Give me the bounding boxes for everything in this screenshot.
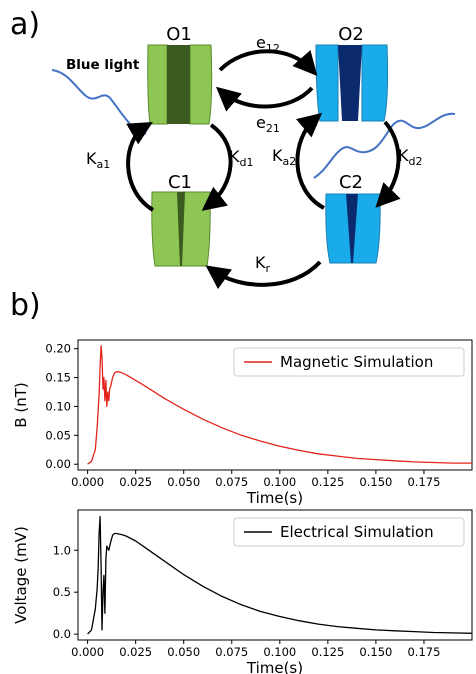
legend-box bbox=[233, 347, 465, 377]
x-tick-label: 0.150 bbox=[359, 645, 392, 659]
blue-light-ray-left bbox=[51, 69, 147, 135]
x-tick-label: 0.150 bbox=[359, 475, 392, 489]
panel-label-a: a) bbox=[10, 7, 40, 42]
rate-label-ka2: Ka2 bbox=[272, 146, 296, 168]
plot-frame bbox=[77, 339, 473, 471]
y-tick-label: 0.05 bbox=[45, 428, 71, 442]
x-tick-label: 0.075 bbox=[215, 475, 248, 489]
x-tick-label: 0.075 bbox=[215, 645, 248, 659]
arrow-o2-to-o1 bbox=[215, 86, 314, 112]
x-axis-label: Time(s) bbox=[246, 489, 303, 505]
x-tick-label: 0.050 bbox=[167, 645, 200, 659]
y-tick-label: 0.00 bbox=[45, 457, 71, 471]
y-tick-label: 0.10 bbox=[45, 399, 71, 413]
panel-label-b: b) bbox=[10, 288, 41, 323]
arrow-o1-to-c1 bbox=[201, 123, 233, 211]
rate-label-kd2: Kd2 bbox=[398, 146, 422, 168]
blue-light-ray-right bbox=[313, 112, 456, 179]
x-tick-label: 0.175 bbox=[407, 475, 440, 489]
x-tick-label: 0.025 bbox=[119, 475, 152, 489]
x-tick-label: 0.100 bbox=[263, 645, 296, 659]
x-tick-label: 0.175 bbox=[407, 645, 440, 659]
rate-label-e12: e12 bbox=[256, 33, 280, 55]
rate-label-e21: e21 bbox=[256, 113, 280, 135]
electrical-chart: 0.000 0.025 0.050 0.075 0.100 0.125 0.150 0.175… bbox=[12, 509, 473, 674]
y-tick-label: 0.5 bbox=[53, 585, 71, 599]
channel-c2 bbox=[325, 193, 381, 264]
legend-box bbox=[233, 517, 465, 547]
series-line-0 bbox=[87, 516, 473, 635]
rate-label-ka1: Ka1 bbox=[86, 149, 110, 171]
x-tick-label: 0.000 bbox=[71, 475, 104, 489]
series-line-0 bbox=[87, 345, 472, 465]
channel-c1 bbox=[151, 191, 211, 267]
x-axis-label: Time(s) bbox=[246, 659, 303, 674]
rate-label-kd1: Kd1 bbox=[229, 147, 253, 169]
state-label-c1: C1 bbox=[168, 172, 192, 193]
arrow-o1-to-o2 bbox=[218, 49, 318, 77]
x-tick-label: 0.125 bbox=[311, 645, 344, 659]
state-label-c2: C2 bbox=[339, 172, 363, 193]
rate-label-kr: Kr bbox=[255, 253, 271, 275]
plot-frame bbox=[77, 509, 473, 641]
legend-label: Electrical Simulation bbox=[280, 523, 434, 541]
arrow-o2-to-c2 bbox=[375, 120, 401, 208]
x-tick-label: 0.025 bbox=[119, 645, 152, 659]
state-label-o1: O1 bbox=[166, 24, 192, 45]
y-tick-label: 0.0 bbox=[53, 627, 71, 641]
state-diagram: a) Blue light O1 O2 C1 C2 e12 e21 Ka1 Kd… bbox=[10, 7, 456, 323]
y-axis-label: B (nT) bbox=[12, 382, 30, 427]
state-label-o2: O2 bbox=[338, 24, 364, 45]
x-tick-label: 0.000 bbox=[71, 645, 104, 659]
y-tick-label: 1.0 bbox=[53, 543, 71, 557]
blue-light-label: Blue light bbox=[66, 57, 140, 73]
arrow-c2-to-o2 bbox=[295, 112, 325, 210]
y-axis-label: Voltage (mV) bbox=[12, 526, 30, 624]
x-tick-label: 0.125 bbox=[311, 475, 344, 489]
arrow-c1-to-o1 bbox=[126, 121, 155, 212]
y-tick-label: 0.15 bbox=[45, 371, 71, 385]
magnetic-chart: 0.000 0.025 0.050 0.075 0.100 0.125 0.150 0.175… bbox=[12, 339, 473, 505]
x-tick-label: 0.050 bbox=[167, 475, 200, 489]
legend-label: Magnetic Simulation bbox=[280, 353, 433, 371]
y-tick-label: 0.20 bbox=[45, 342, 71, 356]
channel-o1 bbox=[147, 44, 213, 125]
arrow-c2-to-c1 bbox=[205, 260, 322, 290]
channel-o2 bbox=[315, 44, 389, 122]
x-tick-label: 0.100 bbox=[263, 475, 296, 489]
